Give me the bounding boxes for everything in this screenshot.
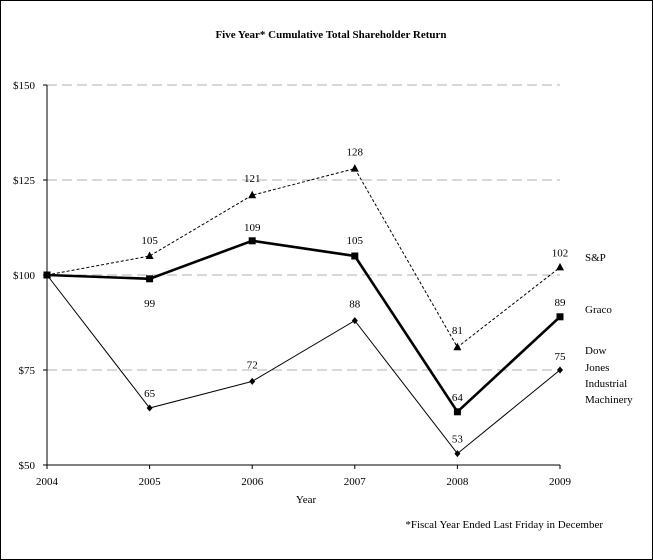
- data-label: 99: [144, 298, 156, 310]
- data-label: 88: [349, 299, 361, 311]
- chart-title: Five Year* Cumulative Total Shareholder …: [215, 29, 446, 41]
- series-0-line: [46, 168, 561, 348]
- data-label: 121: [244, 173, 261, 185]
- data-label: 72: [247, 359, 258, 371]
- y-tick-label: $50: [19, 460, 36, 472]
- data-label: 109: [244, 222, 261, 234]
- dj-point-marker: [146, 404, 153, 412]
- y-tick-label: $150: [13, 80, 36, 92]
- x-axis-label: Year: [296, 494, 317, 506]
- series-markers: [43, 164, 564, 458]
- axes: $50 $75 $100 $125 $150 2004 2005 2006 2007 2008 20…: [13, 80, 572, 488]
- y-tick-label: $125: [13, 175, 36, 187]
- data-labels: 105 121 128 81 102 99 109 105 64 89 65 72 88 53 75: [141, 147, 568, 446]
- legend: S&P Graco Dow Jones Industrial Machinery: [585, 252, 633, 406]
- x-tick-label: 2004: [36, 476, 59, 488]
- data-label: 53: [452, 434, 464, 446]
- x-tick-label: 2009: [549, 476, 572, 488]
- series-lines: [46, 168, 561, 455]
- dj-point-marker: [557, 366, 563, 374]
- x-tick-label: 2006: [241, 476, 264, 488]
- x-tick-label: 2005: [139, 476, 162, 488]
- sp-point-marker: [145, 251, 154, 259]
- graco-point-marker: [556, 313, 564, 321]
- series-1-line: [46, 239, 561, 414]
- data-label: 81: [452, 325, 463, 337]
- legend-entry: Dow: [585, 345, 606, 357]
- legend-entry: Jones: [585, 362, 609, 374]
- sp-point-marker: [453, 342, 462, 351]
- dj-point-marker: [249, 377, 256, 385]
- y-tick-label: $100: [13, 270, 36, 282]
- legend-entry: Graco: [585, 304, 612, 316]
- sp-point-marker: [350, 164, 359, 172]
- dj-point-marker: [351, 317, 358, 325]
- legend-entry: Machinery: [585, 394, 633, 406]
- data-label: 75: [555, 351, 567, 363]
- dj-point-marker: [44, 271, 50, 279]
- data-label: 89: [555, 297, 567, 309]
- data-label: 128: [347, 147, 364, 159]
- series-2-line: [46, 274, 561, 455]
- graco-point-marker: [248, 237, 256, 245]
- data-label: 105: [347, 235, 364, 247]
- legend-entry: Industrial: [585, 378, 627, 390]
- sp-point-marker: [556, 262, 564, 271]
- data-label: 64: [452, 392, 464, 404]
- data-label: 65: [144, 388, 156, 400]
- grid-lines: [47, 84, 560, 371]
- footnote: *Fiscal Year Ended Last Friday in Decemb…: [405, 519, 603, 531]
- legend-entry: S&P: [585, 252, 606, 264]
- sp-point-marker: [248, 190, 257, 199]
- y-tick-label: $75: [19, 365, 36, 377]
- graco-point-marker: [146, 275, 154, 283]
- dj-point-marker: [454, 450, 461, 458]
- data-label: 102: [552, 247, 569, 259]
- x-tick-label: 2007: [344, 476, 367, 488]
- data-label: 105: [141, 235, 158, 247]
- graco-point-marker: [351, 252, 359, 260]
- graco-point-marker: [453, 408, 461, 416]
- x-tick-label: 2008: [446, 476, 469, 488]
